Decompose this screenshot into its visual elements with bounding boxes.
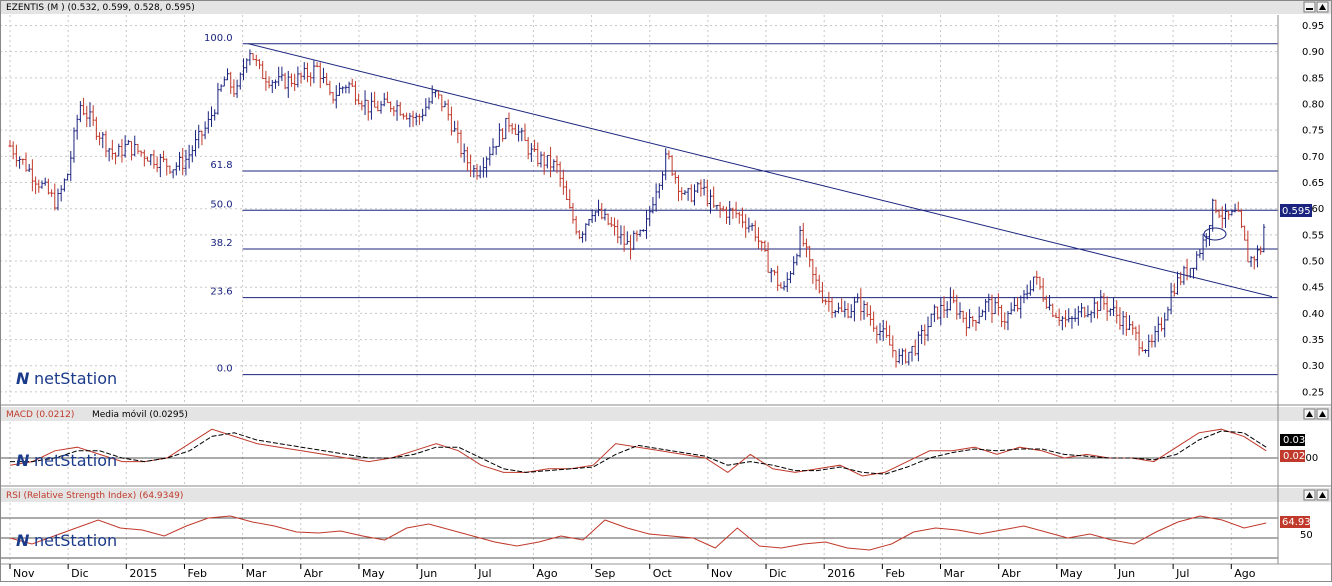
triangle-up-icon <box>1319 492 1326 498</box>
rsi-panel-header <box>0 488 1332 502</box>
x-tick-label: Jul <box>1175 567 1189 580</box>
macd-title: MACD (0.0212) <box>6 410 74 420</box>
macd-signal-title: Media móvil (0.0295) <box>92 409 188 420</box>
series-line <box>9 428 1267 477</box>
macd-tick-label: 0.00 <box>1296 453 1318 464</box>
x-tick-label: May <box>1060 567 1083 580</box>
price-y-tick: 0.90 <box>1302 47 1324 58</box>
triangle-up-icon <box>1306 411 1313 417</box>
svg-text:0.03: 0.03 <box>1283 435 1305 446</box>
rsi-panel-buttons[interactable] <box>1303 489 1329 501</box>
price-y-tick: 0.85 <box>1302 73 1324 84</box>
price-panel-header <box>0 0 1332 14</box>
fib-level-label: 0.0 <box>217 364 233 375</box>
x-tick-label: Mar <box>944 567 965 580</box>
x-tick-label: Ago <box>536 567 558 580</box>
price-y-tick: 0.70 <box>1302 152 1324 163</box>
rsi-plot-area <box>0 503 1278 563</box>
x-tick-label: Abr <box>1002 567 1022 580</box>
price-y-axis: 0.95 0.90 0.85 0.80 0.75 0.70 0.65 0.60 0.55 0.50… <box>1302 21 1324 398</box>
x-tick-label: 2015 <box>129 567 157 580</box>
x-tick-label: Dic <box>71 567 89 580</box>
x-tick-label: Jun <box>1117 567 1135 580</box>
price-panel-title: EZENTIS (M ) (0.532, 0.599, 0.528, 0.595… <box>6 3 195 13</box>
x-tick-label: Abr <box>304 567 324 580</box>
price-y-tick: 0.95 <box>1302 21 1324 32</box>
x-tick-label: Nov <box>13 567 35 580</box>
price-y-tick: 0.65 <box>1302 178 1324 189</box>
svg-text:netStation: netStation <box>34 369 117 388</box>
x-tick-label: Feb <box>885 567 904 580</box>
price-y-tick: 0.50 <box>1302 257 1324 268</box>
price-y-tick: 0.55 <box>1302 230 1324 241</box>
price-y-tick: 0.25 <box>1302 387 1324 398</box>
netstation-logo: N netStation <box>16 531 117 550</box>
rsi-title: RSI (Relative Strength Index) (64.9349) <box>6 491 183 501</box>
netstation-logo: N netStation <box>16 451 117 470</box>
triangle-up-icon <box>1319 411 1326 417</box>
netstation-logo: N netStation <box>16 369 117 388</box>
triangle-up-icon <box>1319 4 1326 10</box>
macd-lines <box>9 428 1267 477</box>
rsi-tick-label: 50 <box>1300 530 1313 541</box>
x-tick-label: Jul <box>477 567 491 580</box>
x-tick-label: Nov <box>711 567 733 580</box>
minimize-button[interactable] <box>1303 1 1316 13</box>
svg-text:0.02: 0.02 <box>1283 451 1305 462</box>
macd-badge-macd: 0.02 <box>1280 450 1305 462</box>
svg-text:N: N <box>16 369 30 388</box>
macd-panel-buttons[interactable] <box>1303 408 1329 420</box>
x-tick-label: Mar <box>246 567 267 580</box>
price-y-tick: 0.80 <box>1302 99 1324 110</box>
series-line <box>9 515 1267 551</box>
rsi-badge: 64.93 <box>1280 516 1311 528</box>
svg-text:netStation: netStation <box>34 451 117 470</box>
fib-level-label: 61.8 <box>210 160 232 171</box>
fib-level-label: 100.0 <box>204 33 233 44</box>
trendline <box>248 43 1273 298</box>
x-tick-label: May <box>362 567 385 580</box>
last-price-badge: 0.595 <box>1280 204 1312 217</box>
price-y-tick: 0.75 <box>1302 126 1324 137</box>
x-axis: Nov Dic 2015 Feb Mar Abr May Jun Jul Ago Sep Oct Nov… <box>9 564 1256 580</box>
macd-badge-signal: 0.03 <box>1280 434 1305 446</box>
x-tick-label: 2016 <box>827 567 855 580</box>
price-y-tick: 0.40 <box>1302 309 1324 320</box>
series-line <box>10 430 1267 475</box>
rsi-line <box>9 515 1267 551</box>
svg-text:N: N <box>16 451 30 470</box>
price-y-tick: 0.30 <box>1302 361 1324 372</box>
x-tick-label: Jun <box>419 567 437 580</box>
svg-text:netStation: netStation <box>34 531 117 550</box>
price-panel-buttons[interactable] <box>1303 1 1329 13</box>
triangle-up-icon <box>1306 492 1313 498</box>
price-y-tick: 0.45 <box>1302 283 1324 294</box>
x-tick-label: Sep <box>595 567 616 580</box>
price-y-tick: 0.35 <box>1302 335 1324 346</box>
x-tick-label: Oct <box>653 567 673 580</box>
price-bars <box>8 49 1266 368</box>
last-price-label: 0.595 <box>1282 206 1311 217</box>
fibonacci-levels: 100.0 61.8 50.0 38.2 23.6 0.0 <box>204 33 1278 376</box>
fib-level-label: 38.2 <box>210 238 232 249</box>
x-tick-label: Feb <box>187 567 206 580</box>
fib-level-label: 23.6 <box>210 287 232 298</box>
svg-text:64.93: 64.93 <box>1282 517 1311 528</box>
x-tick-label: Dic <box>769 567 787 580</box>
macd-panel-header <box>0 407 1332 421</box>
annotation-ellipse <box>1203 227 1227 241</box>
macd-plot-area <box>0 422 1278 485</box>
x-tick-label: Ago <box>1234 567 1256 580</box>
rsi-grid <box>0 503 1278 563</box>
price-y-tick: 0.60 <box>1302 204 1324 215</box>
fib-level-label: 50.0 <box>210 199 232 210</box>
svg-text:N: N <box>16 531 30 550</box>
